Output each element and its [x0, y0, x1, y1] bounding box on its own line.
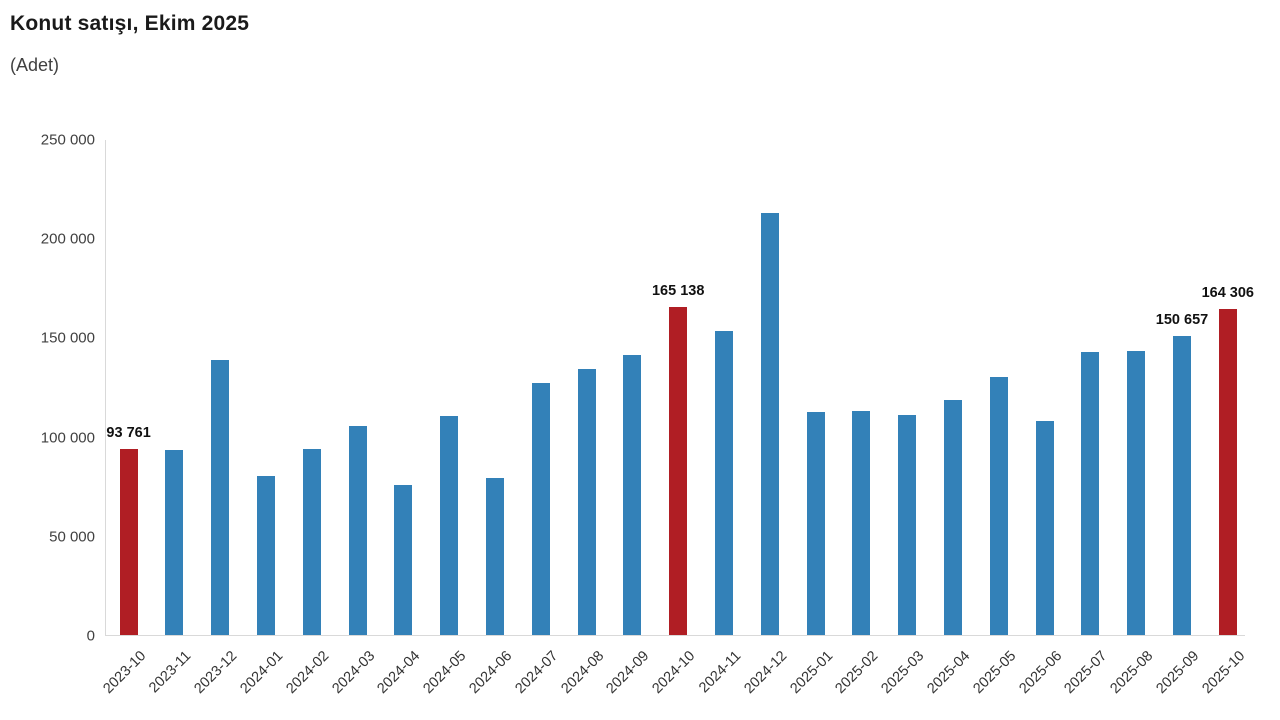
bar-2023-12 — [211, 360, 230, 635]
bar-2024-10 — [669, 307, 688, 635]
x-tick-label-2024-05: 2024-05 — [420, 648, 470, 697]
bar-value-label-2025-09: 150 657 — [1155, 312, 1209, 329]
x-tick-label-2025-10: 2025-10 — [1199, 648, 1249, 697]
bar-2024-12 — [760, 213, 779, 635]
bar-value-label-2023-10: 93 761 — [106, 424, 151, 441]
bar-2025-02 — [852, 411, 871, 635]
x-tick-label-2024-02: 2024-02 — [283, 648, 333, 697]
x-tick-label-2025-01: 2025-01 — [786, 648, 836, 697]
bar-2024-04 — [394, 485, 413, 635]
x-tick-label-2025-06: 2025-06 — [1015, 648, 1065, 697]
x-tick-label-2024-09: 2024-09 — [603, 648, 653, 697]
x-tick-label-2024-08: 2024-08 — [557, 648, 607, 697]
x-tick-label-2024-12: 2024-12 — [741, 648, 791, 697]
y-tick-label: 50 000 — [49, 528, 95, 546]
x-axis-line — [105, 635, 1245, 636]
bar-2025-04 — [944, 400, 962, 635]
x-tick-label-2024-11: 2024-11 — [696, 648, 745, 697]
bar-2023-10 — [119, 448, 138, 635]
x-tick-label-2024-07: 2024-07 — [512, 648, 562, 697]
bar-2024-06 — [486, 477, 504, 635]
bar-2025-03 — [898, 415, 917, 635]
x-tick-label-2025-02: 2025-02 — [832, 648, 882, 697]
bar-2025-09 — [1173, 336, 1191, 635]
bar-2024-03 — [348, 425, 367, 635]
bar-2025-01 — [806, 412, 825, 635]
x-tick-label-2023-12: 2023-12 — [191, 648, 241, 697]
bar-2024-11 — [715, 331, 733, 635]
bar-2023-11 — [165, 450, 184, 635]
x-tick-label-2024-06: 2024-06 — [466, 648, 516, 697]
bar-2024-05 — [440, 415, 459, 635]
bar-value-label-2024-10: 165 138 — [651, 283, 705, 300]
y-tick-label: 250 000 — [40, 131, 95, 149]
y-tick-label: 100 000 — [40, 429, 95, 447]
bar-2024-08 — [577, 368, 596, 635]
x-tick-label-2025-05: 2025-05 — [970, 648, 1020, 697]
chart-title: Konut satışı, Ekim 2025 — [10, 12, 250, 35]
bar-value-label-2025-10: 164 306 — [1201, 285, 1255, 302]
chart-unit-label: (Adet) — [10, 55, 60, 75]
x-tick-label-2025-09: 2025-09 — [1153, 648, 1203, 697]
x-tick-label-2025-07: 2025-07 — [1061, 648, 1111, 697]
x-tick-label-2023-11: 2023-11 — [146, 648, 195, 697]
x-tick-label-2024-01: 2024-01 — [237, 648, 287, 697]
bar-2024-02 — [302, 448, 321, 635]
bar-2024-07 — [531, 382, 550, 635]
plot-area: 93 761 2023-10 2023-11 2023-12 2024-01 2024-0… — [100, 140, 1254, 697]
x-tick-label-2024-03: 2024-03 — [328, 648, 378, 697]
bar-2025-06 — [1035, 421, 1054, 635]
x-tick-label-2023-10: 2023-10 — [99, 648, 149, 697]
x-tick-label-2025-03: 2025-03 — [878, 648, 928, 697]
x-tick-label-2025-08: 2025-08 — [1107, 648, 1157, 697]
y-axis-line — [105, 140, 106, 636]
y-tick-label: 200 000 — [40, 230, 95, 248]
bar-2025-05 — [989, 377, 1008, 635]
x-tick-label-2024-04: 2024-04 — [374, 648, 424, 697]
bar-2024-01 — [257, 475, 275, 635]
y-tick-label: 150 000 — [40, 329, 95, 347]
bar-2025-10 — [1218, 309, 1237, 635]
x-tick-label-2025-04: 2025-04 — [924, 648, 974, 697]
bar-2025-08 — [1127, 350, 1146, 635]
x-tick-label-2024-10: 2024-10 — [649, 648, 699, 697]
y-tick-label: 0 — [86, 627, 95, 645]
bar-2024-09 — [623, 355, 642, 635]
bar-2025-07 — [1081, 351, 1100, 635]
